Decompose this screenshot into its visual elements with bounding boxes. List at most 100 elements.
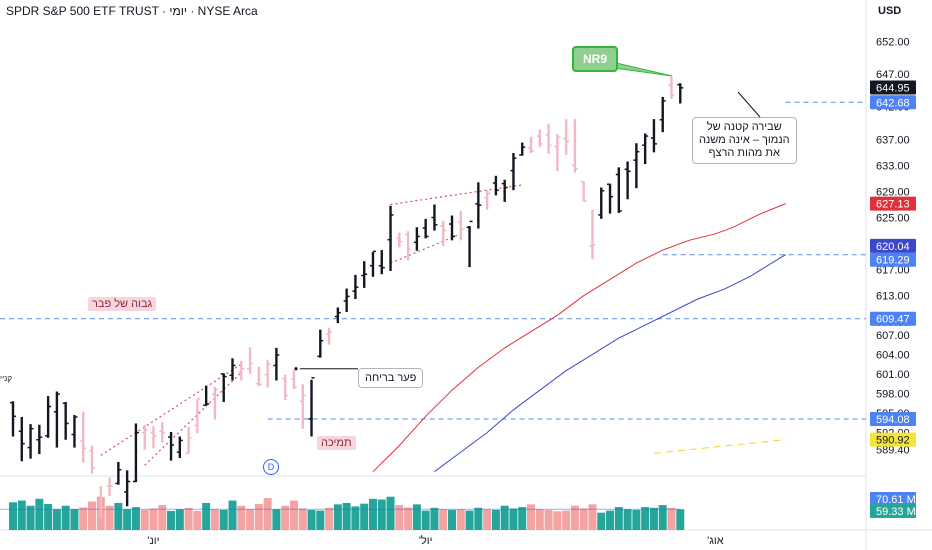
volume-bar <box>272 509 281 530</box>
level-642-badge: 642.68 <box>876 97 910 109</box>
volume-bar <box>289 500 298 530</box>
volume-bar <box>430 507 439 530</box>
volume-bar <box>61 505 70 530</box>
ohlc-bar <box>413 227 420 251</box>
price-tick: 652.00 <box>876 37 910 49</box>
ohlc-bar <box>229 358 236 381</box>
ohlc-bar <box>378 250 385 275</box>
volume-bar <box>439 509 448 530</box>
volume-bar <box>474 507 483 530</box>
ma-red-badge: 627.13 <box>876 199 910 211</box>
ma-blue-badge: 619.29 <box>876 255 910 267</box>
ohlc-bar <box>238 360 245 381</box>
small-break-line-2: הנמוך – אינה משנה <box>699 134 790 146</box>
volume-bar <box>527 504 536 530</box>
volume-bar <box>421 510 430 530</box>
time-tick: יונ' <box>147 535 159 547</box>
moving-averages <box>372 203 786 473</box>
price-tick: 607.00 <box>876 330 910 342</box>
ohlc-bar <box>308 377 315 437</box>
volume-bar <box>588 504 597 530</box>
price-tick: 637.00 <box>876 134 910 146</box>
ohlc-bar <box>484 190 491 210</box>
volume-badge-2: 59.33 M <box>876 506 916 518</box>
volume-bar <box>52 509 61 530</box>
volume-badge-1-bg <box>870 492 916 506</box>
ohlc-bar <box>53 391 60 448</box>
ohlc-bar <box>124 470 131 507</box>
ma-red-line <box>372 203 786 473</box>
volume-bar <box>667 507 676 530</box>
breakout-gap-callout: פער בריחה <box>358 368 424 388</box>
volume-bar <box>228 500 237 530</box>
ohlc-bar <box>607 183 614 214</box>
ohlc-bar <box>334 307 341 324</box>
small-break-line-3: את מהות הרצף <box>708 147 780 159</box>
ohlc-bar <box>273 347 280 381</box>
ohlc-bar <box>282 374 289 401</box>
volume-bar <box>254 504 263 530</box>
ohlc-bar <box>501 179 508 202</box>
ohlc-bar <box>571 119 578 173</box>
currency-label: USD <box>878 5 902 17</box>
level-642-badge-bg <box>870 95 916 110</box>
ohlc-bar <box>115 461 122 485</box>
time-tick: אוג' <box>707 535 724 547</box>
ohlc-bar <box>45 396 52 438</box>
ohlc-bar <box>598 187 605 219</box>
ohlc-bar <box>677 83 684 104</box>
ohlc-bar <box>528 136 535 153</box>
trend-lines <box>100 61 761 466</box>
price-tick: 589.40 <box>876 445 910 457</box>
left-stub-label: קניי <box>0 374 12 383</box>
ohlc-bar <box>449 215 455 241</box>
volume-bar <box>26 505 35 530</box>
ohlc-bar <box>422 218 429 239</box>
ohlc-bar <box>615 167 622 213</box>
ohlc-bar <box>589 209 596 260</box>
ohlc-bar <box>317 329 324 358</box>
ma-yellow-badge-bg <box>870 432 916 447</box>
ohlc-bar <box>369 250 376 277</box>
volume-pane <box>0 496 685 530</box>
ohlc-bar <box>159 422 166 443</box>
volume-bar <box>500 505 509 530</box>
dividend-marker[interactable]: D <box>263 459 279 475</box>
ohlc-bar <box>466 220 473 268</box>
level-609-badge-bg <box>870 311 916 326</box>
ohlc-bar <box>642 133 649 165</box>
volume-bar <box>123 509 132 530</box>
volume-bar <box>79 507 88 530</box>
ohlc-bar <box>554 134 561 172</box>
chart-title: SPDR S&P 500 ETF TRUST · יומי · NYSE Arc… <box>6 4 258 18</box>
ohlc-bar <box>668 76 675 99</box>
ohlc-bar <box>536 129 543 148</box>
wedge-top-line <box>390 184 523 206</box>
ohlc-bar <box>150 426 157 449</box>
volume-bar <box>219 509 228 530</box>
trendline-lower-right <box>144 372 242 466</box>
ohlc-bar <box>361 261 368 288</box>
ohlc-bar <box>396 232 403 248</box>
volume-bar <box>175 509 184 530</box>
ohlc-bar <box>457 211 464 241</box>
volume-bar <box>35 498 44 530</box>
volume-bar <box>377 499 386 530</box>
price-tick: 598.00 <box>876 388 910 400</box>
volume-bar <box>202 502 211 530</box>
ohlc-bar <box>431 204 438 231</box>
volume-bar <box>606 510 615 530</box>
volume-bar <box>131 507 140 530</box>
ohlc-bar <box>71 414 78 448</box>
volume-bar <box>105 505 114 530</box>
ohlc-bar <box>97 486 104 519</box>
volume-bar <box>167 510 176 530</box>
price-axis: 652.00647.00642.00637.00633.00629.00625.… <box>870 37 916 518</box>
volume-bar <box>562 510 571 530</box>
ohlc-bar <box>10 401 16 437</box>
volume-bar <box>44 504 53 530</box>
volume-bar <box>614 507 623 530</box>
volume-bar <box>88 501 97 530</box>
volume-bar <box>263 498 272 530</box>
